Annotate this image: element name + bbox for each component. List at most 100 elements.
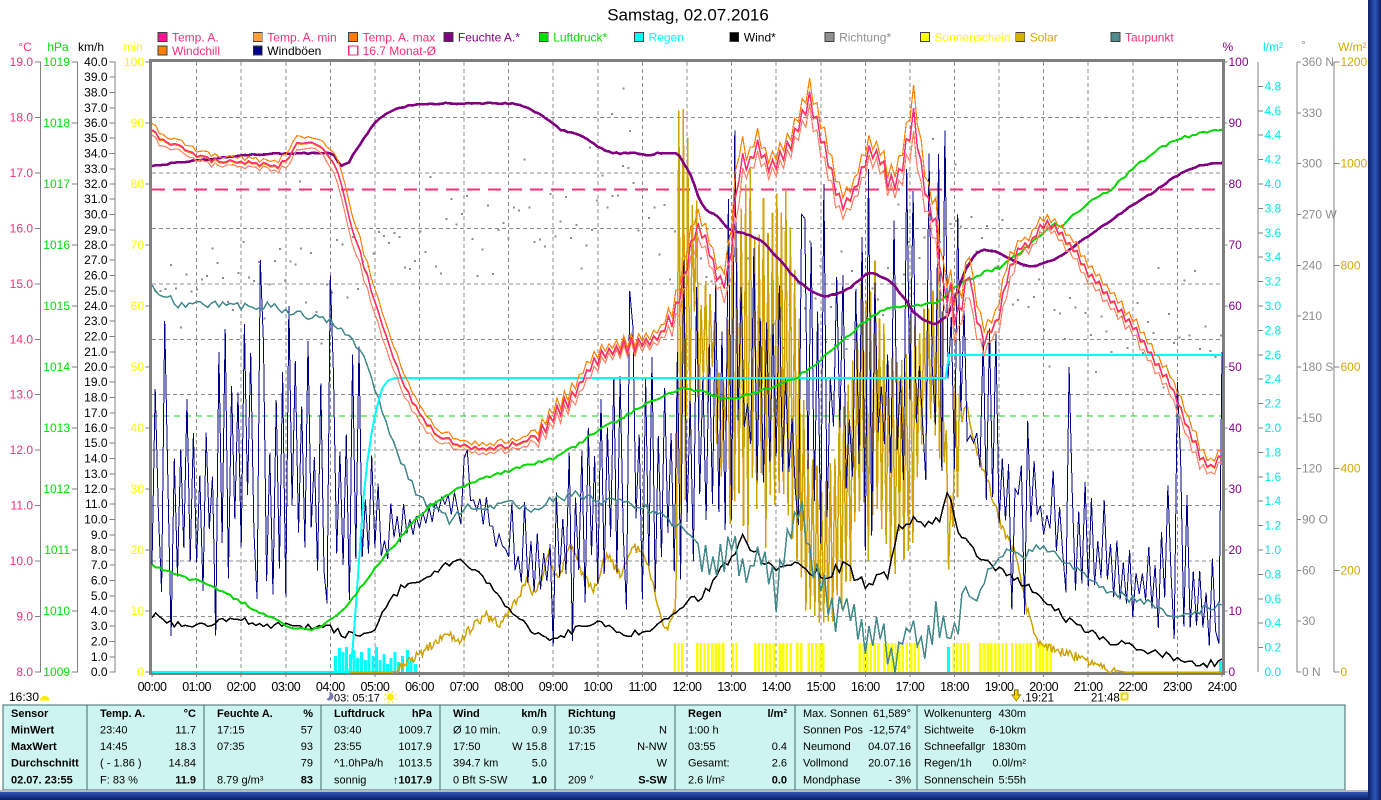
svg-text:70: 70 (131, 238, 145, 252)
svg-text:19.0: 19.0 (10, 55, 34, 69)
svg-text:°: ° (1301, 38, 1306, 52)
svg-text:1.0: 1.0 (1265, 543, 1282, 557)
svg-text:min: min (123, 40, 142, 54)
svg-text:20.0: 20.0 (84, 360, 108, 374)
svg-text:1014: 1014 (43, 360, 70, 374)
svg-text:14:00: 14:00 (762, 680, 791, 694)
svg-text:17.0: 17.0 (10, 166, 34, 180)
svg-text:0.0: 0.0 (772, 775, 787, 787)
svg-text:8.0: 8.0 (16, 665, 33, 679)
svg-text:8.79 g/m³: 8.79 g/m³ (217, 775, 264, 787)
svg-text:5:55h: 5:55h (998, 775, 1026, 787)
svg-text:60: 60 (131, 299, 145, 313)
svg-text:Luftdruck: Luftdruck (334, 708, 386, 720)
svg-text:4.6: 4.6 (1265, 104, 1282, 118)
svg-text:21:48: 21:48 (1091, 693, 1120, 705)
svg-text:83: 83 (301, 775, 313, 787)
svg-text:200: 200 (1341, 563, 1361, 577)
svg-text:330: 330 (1302, 106, 1322, 120)
svg-text:11.7: 11.7 (175, 725, 196, 737)
svg-text:Gesamt:: Gesamt: (688, 758, 730, 770)
svg-text:3.4: 3.4 (1265, 250, 1282, 264)
svg-text:14:45: 14:45 (100, 741, 128, 753)
svg-text:90: 90 (131, 116, 145, 130)
svg-text:70: 70 (1229, 238, 1243, 252)
svg-text:1.2: 1.2 (1265, 519, 1282, 533)
svg-text:100: 100 (1229, 55, 1249, 69)
svg-text:15:00: 15:00 (806, 680, 835, 694)
svg-text:Solar: Solar (1030, 31, 1058, 45)
svg-text:km/h: km/h (78, 40, 104, 54)
svg-text:Sonnenschein: Sonnenschein (924, 775, 994, 787)
svg-text:17:15: 17:15 (217, 725, 245, 737)
svg-text:km/h: km/h (521, 708, 547, 720)
svg-text:05:00: 05:00 (361, 680, 390, 694)
svg-text:07:00: 07:00 (450, 680, 479, 694)
svg-text:16.7 Monat-Ø: 16.7 Monat-Ø (363, 44, 436, 58)
svg-text:37.0: 37.0 (84, 101, 108, 115)
svg-text:100: 100 (124, 55, 144, 69)
svg-text:19.0: 19.0 (84, 375, 108, 389)
svg-text:16:30: 16:30 (9, 690, 39, 704)
svg-text:50: 50 (1229, 360, 1243, 374)
svg-text:0 N: 0 N (1302, 665, 1321, 679)
svg-text:°C: °C (18, 40, 32, 54)
svg-text:0: 0 (1341, 665, 1348, 679)
svg-text:17.0: 17.0 (84, 406, 108, 420)
svg-text:Luftdruck*: Luftdruck* (553, 31, 607, 45)
svg-text:0.0l/m²: 0.0l/m² (992, 758, 1026, 770)
svg-text:400: 400 (1341, 462, 1361, 476)
svg-text:6-10km: 6-10km (989, 725, 1026, 737)
svg-text:03:00: 03:00 (271, 680, 300, 694)
svg-text:1.8: 1.8 (1265, 445, 1282, 459)
svg-text:31.0: 31.0 (84, 192, 108, 206)
svg-text:W/m²: W/m² (1338, 40, 1367, 54)
svg-text:23:00: 23:00 (1163, 680, 1192, 694)
svg-text:F: 83 %: F: 83 % (100, 775, 138, 787)
svg-text:0.2: 0.2 (1265, 641, 1282, 655)
svg-text:30: 30 (1302, 614, 1316, 628)
svg-text:07:35: 07:35 (217, 741, 245, 753)
svg-text:14.84: 14.84 (168, 758, 196, 770)
svg-text:22.0: 22.0 (84, 330, 108, 344)
svg-text:16.0: 16.0 (10, 221, 34, 235)
svg-text:12.0: 12.0 (84, 482, 108, 496)
svg-text:Regen: Regen (688, 708, 722, 720)
svg-text:W: W (657, 758, 668, 770)
svg-text:04.07.16: 04.07.16 (868, 741, 911, 753)
svg-text:30.0: 30.0 (84, 208, 108, 222)
svg-text:1010: 1010 (43, 604, 70, 618)
svg-text:N: N (659, 725, 667, 737)
svg-text:1009.7: 1009.7 (398, 725, 432, 737)
svg-text:3.0: 3.0 (91, 619, 108, 633)
svg-text:03: 05:17: 03: 05:17 (334, 693, 380, 705)
svg-text:10.0: 10.0 (10, 554, 34, 568)
svg-text:1009: 1009 (43, 665, 70, 679)
svg-text:Sonnenschein: Sonnenschein (934, 31, 1010, 45)
svg-text:394.7 km: 394.7 km (453, 758, 498, 770)
svg-text:2.6 l/m²: 2.6 l/m² (688, 775, 725, 787)
svg-text:13.0: 13.0 (10, 388, 34, 402)
svg-text:80: 80 (131, 177, 145, 191)
svg-text:38.0: 38.0 (84, 86, 108, 100)
svg-text:Samstag, 02.07.2016: Samstag, 02.07.2016 (607, 6, 769, 25)
svg-text:39.0: 39.0 (84, 70, 108, 84)
svg-text:sonnig: sonnig (334, 775, 366, 787)
svg-text:Durchschnitt: Durchschnitt (11, 758, 79, 770)
svg-text:02.07. 23:55: 02.07. 23:55 (11, 775, 73, 787)
svg-text:3.8: 3.8 (1265, 201, 1282, 215)
svg-text:8.0: 8.0 (91, 543, 108, 557)
svg-text:1.4: 1.4 (1265, 494, 1282, 508)
svg-text:^1.0hPa/h: ^1.0hPa/h (334, 758, 383, 770)
svg-text:Regen: Regen (649, 31, 684, 45)
svg-text:1.0: 1.0 (532, 775, 547, 787)
svg-text:- 3%: - 3% (888, 775, 911, 787)
svg-text:Sichtweite: Sichtweite (924, 725, 974, 737)
svg-text:S-SW: S-SW (638, 775, 667, 787)
svg-text:14.0: 14.0 (10, 332, 34, 346)
svg-text:11.0: 11.0 (85, 497, 108, 511)
svg-text:14.0: 14.0 (84, 452, 108, 466)
svg-text:57: 57 (301, 725, 313, 737)
svg-text:1.0: 1.0 (91, 650, 108, 664)
svg-text:0.4: 0.4 (772, 741, 787, 753)
